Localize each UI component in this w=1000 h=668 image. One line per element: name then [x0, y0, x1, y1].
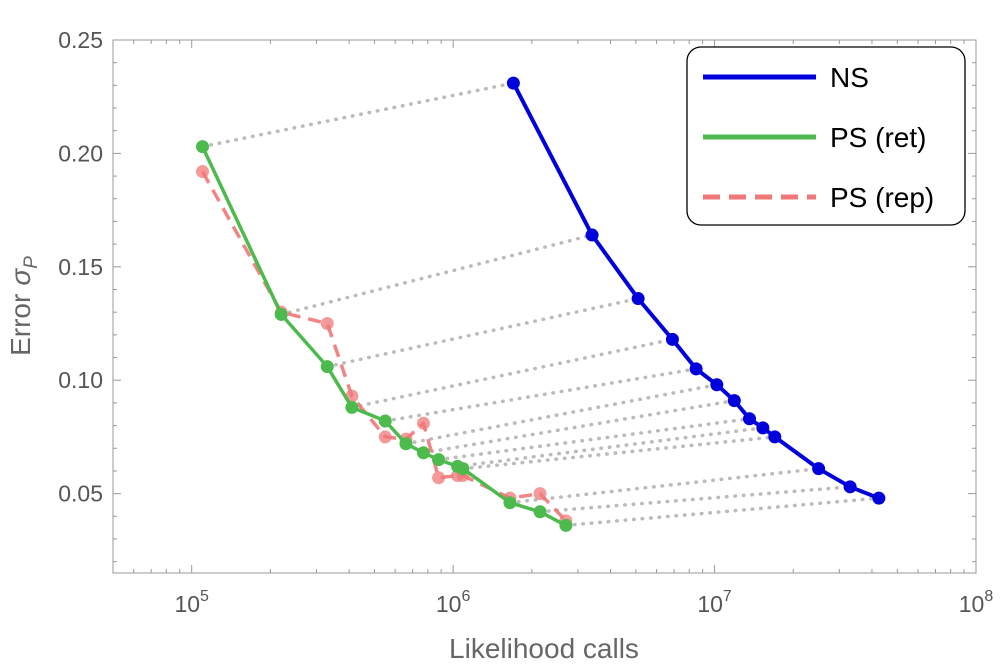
point-ns: [727, 394, 741, 408]
point-ns: [742, 412, 756, 426]
point-ns: [812, 462, 826, 476]
y-axis-title-symbol: σ: [5, 268, 36, 286]
point-ps-rep: [378, 430, 392, 444]
point-ns: [872, 491, 886, 505]
y-axis-title-subscript: P: [21, 256, 42, 269]
connector-lines: [200, 81, 881, 528]
series-ps-ret: [196, 140, 573, 532]
connector-line: [325, 296, 640, 369]
connector-line: [404, 382, 719, 446]
y-axis-title-word: Error: [5, 294, 36, 356]
connector-line: [455, 426, 765, 469]
series-ns: [506, 76, 886, 505]
legend-label-ps-ret: PS (ret): [830, 122, 926, 153]
connector-line: [200, 81, 516, 149]
point-ns: [689, 362, 703, 376]
point-ps-ret: [345, 400, 359, 414]
legend-label-ns: NS: [830, 62, 869, 93]
connector-line: [508, 466, 821, 505]
y-tick-label: 0.20: [58, 140, 103, 166]
point-ps-ret: [559, 518, 573, 532]
legend-label-ps-rep: PS (rep): [830, 182, 934, 213]
y-tick-label: 0.15: [58, 254, 103, 280]
legend: NS PS (ret) PS (rep): [686, 46, 966, 226]
point-ns: [665, 332, 679, 346]
point-ns: [710, 378, 724, 392]
point-ps-rep: [416, 416, 430, 430]
point-ps-ret: [533, 505, 547, 519]
connector-line: [421, 398, 737, 455]
point-ps-ret: [320, 360, 334, 374]
x-tick-label-base: 10: [697, 591, 723, 617]
x-tick-label-exponent: 5: [200, 588, 209, 605]
x-tick-label-base: 10: [959, 591, 985, 617]
x-tick-label: 106: [436, 588, 471, 617]
point-ps-rep: [320, 317, 334, 331]
x-tick-label-exponent: 6: [461, 588, 470, 605]
point-ps-ret: [378, 414, 392, 428]
point-ns: [631, 292, 645, 306]
point-ps-ret: [399, 437, 413, 451]
x-axis-title: Likelihood calls: [449, 633, 639, 664]
x-tick-label: 108: [959, 588, 994, 617]
point-ps-ret: [456, 462, 470, 476]
x-tick-label: 107: [697, 588, 732, 617]
y-tick-label: 0.10: [58, 367, 103, 393]
point-ps-ret: [503, 496, 517, 510]
point-ps-ret: [274, 307, 288, 321]
connector-line: [350, 337, 675, 410]
x-tick-label-exponent: 8: [984, 588, 993, 605]
connector-line: [564, 496, 881, 528]
point-ns: [585, 228, 599, 242]
point-ns: [756, 421, 770, 435]
connector-line: [279, 233, 594, 317]
axis-ticks: [112, 39, 977, 573]
point-ps-rep: [533, 487, 547, 501]
x-tick-label-base: 10: [174, 591, 200, 617]
connector-line: [538, 485, 852, 514]
point-ps-ret: [416, 446, 430, 460]
point-ns: [768, 430, 782, 444]
connector-line: [383, 367, 698, 423]
point-ps-ret: [432, 453, 446, 467]
y-tick-label: 0.25: [58, 27, 103, 53]
connector-line: [461, 435, 777, 471]
connector-line: [436, 417, 752, 462]
x-tick-label-exponent: 7: [723, 588, 732, 605]
x-tick-label: 105: [174, 588, 209, 617]
point-ps-rep: [432, 471, 446, 485]
x-tick-label-base: 10: [436, 591, 462, 617]
point-ns: [506, 76, 520, 90]
point-ps-ret: [196, 140, 210, 154]
point-ps-rep: [196, 165, 210, 179]
y-axis-title: Error σP: [5, 256, 42, 356]
legend-box: [686, 46, 966, 226]
point-ns: [843, 480, 857, 494]
y-tick-label: 0.05: [58, 481, 103, 507]
series-group: [196, 76, 886, 532]
